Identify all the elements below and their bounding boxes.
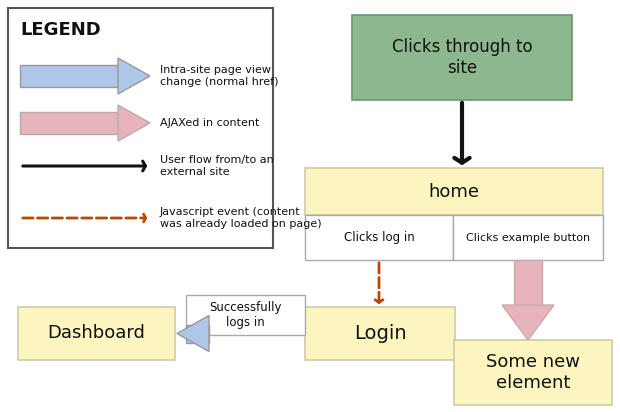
Text: Javascript event (content
was already loaded on page): Javascript event (content was already lo… bbox=[160, 207, 322, 229]
Text: Dashboard: Dashboard bbox=[48, 325, 146, 342]
Text: Clicks example button: Clicks example button bbox=[466, 232, 590, 243]
Text: AJAXed in content: AJAXed in content bbox=[160, 118, 259, 128]
Bar bbox=[8, 8, 273, 248]
Polygon shape bbox=[502, 305, 554, 340]
Bar bbox=[20, 112, 118, 134]
Bar bbox=[305, 307, 455, 360]
Polygon shape bbox=[177, 316, 209, 351]
Bar bbox=[186, 325, 209, 342]
Bar bbox=[454, 340, 612, 405]
Bar bbox=[20, 65, 118, 87]
Polygon shape bbox=[118, 58, 150, 94]
Text: Successfully
logs in: Successfully logs in bbox=[210, 301, 281, 329]
Bar bbox=[18, 307, 175, 360]
Text: Clicks through to
site: Clicks through to site bbox=[392, 38, 533, 77]
Polygon shape bbox=[118, 105, 150, 141]
Bar bbox=[186, 295, 305, 335]
Text: Intra-site page view
change (normal href): Intra-site page view change (normal href… bbox=[160, 65, 278, 87]
Text: Some new
element: Some new element bbox=[486, 353, 580, 392]
Bar bbox=[453, 215, 603, 260]
Bar bbox=[305, 168, 603, 215]
Bar bbox=[305, 215, 453, 260]
Text: Clicks log in: Clicks log in bbox=[343, 231, 414, 244]
Bar bbox=[514, 260, 542, 305]
Bar bbox=[352, 15, 572, 100]
Text: User flow from/to an
external site: User flow from/to an external site bbox=[160, 155, 274, 177]
Text: LEGEND: LEGEND bbox=[20, 21, 100, 39]
Text: Login: Login bbox=[353, 324, 406, 343]
Text: home: home bbox=[428, 183, 479, 201]
